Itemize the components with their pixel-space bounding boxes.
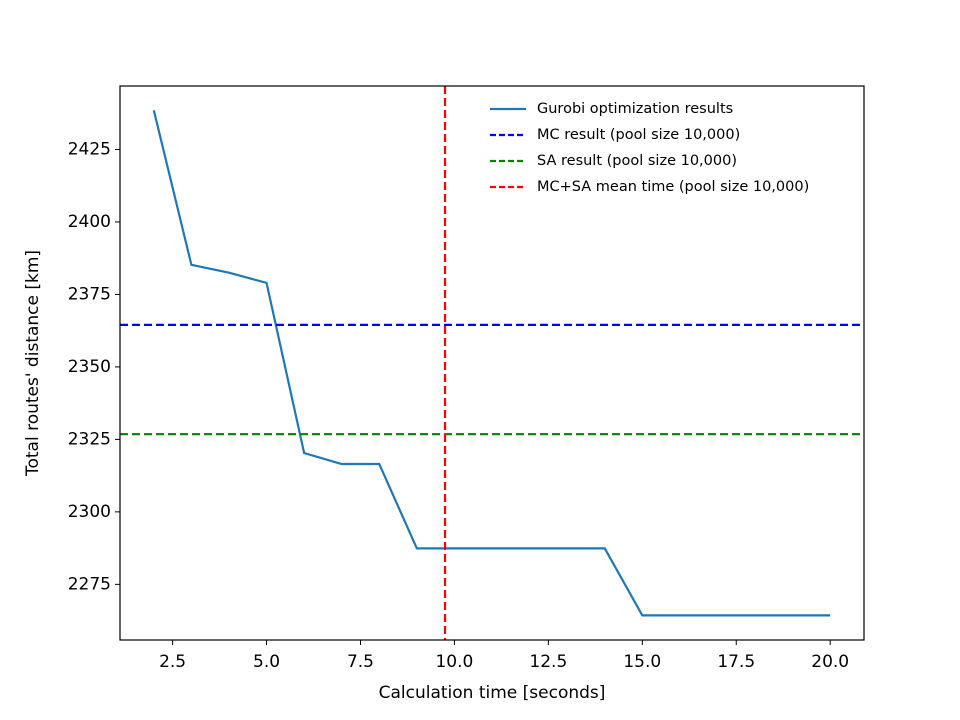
x-tick-label: 7.5 xyxy=(347,652,374,672)
legend-label: MC result (pool size 10,000) xyxy=(537,127,740,143)
y-tick-label: 2400 xyxy=(68,212,111,232)
y-tick-label: 2350 xyxy=(68,357,111,377)
x-tick-label: 2.5 xyxy=(159,652,186,672)
y-tick-label: 2325 xyxy=(68,429,111,449)
legend-label: SA result (pool size 10,000) xyxy=(537,153,737,169)
x-tick-label: 12.5 xyxy=(529,652,567,672)
y-tick-label: 2275 xyxy=(68,574,111,594)
data-line xyxy=(152,110,831,617)
y-tick-label: 2375 xyxy=(68,284,111,304)
y-tick-label: 2300 xyxy=(68,502,111,522)
x-tick-label: 10.0 xyxy=(435,652,473,672)
x-tick-label: 20.0 xyxy=(811,652,849,672)
x-tick-label: 17.5 xyxy=(717,652,755,672)
x-axis-label: Calculation time [seconds] xyxy=(379,683,606,703)
x-tick-label: 15.0 xyxy=(623,652,661,672)
y-axis-label: Total routes' distance [km] xyxy=(23,250,43,477)
y-tick-label: 2425 xyxy=(68,139,111,159)
legend-label: Gurobi optimization results xyxy=(537,101,733,117)
x-tick-label: 5.0 xyxy=(253,652,280,672)
legend-label: MC+SA mean time (pool size 10,000) xyxy=(537,179,809,195)
plot-frame xyxy=(119,85,865,641)
